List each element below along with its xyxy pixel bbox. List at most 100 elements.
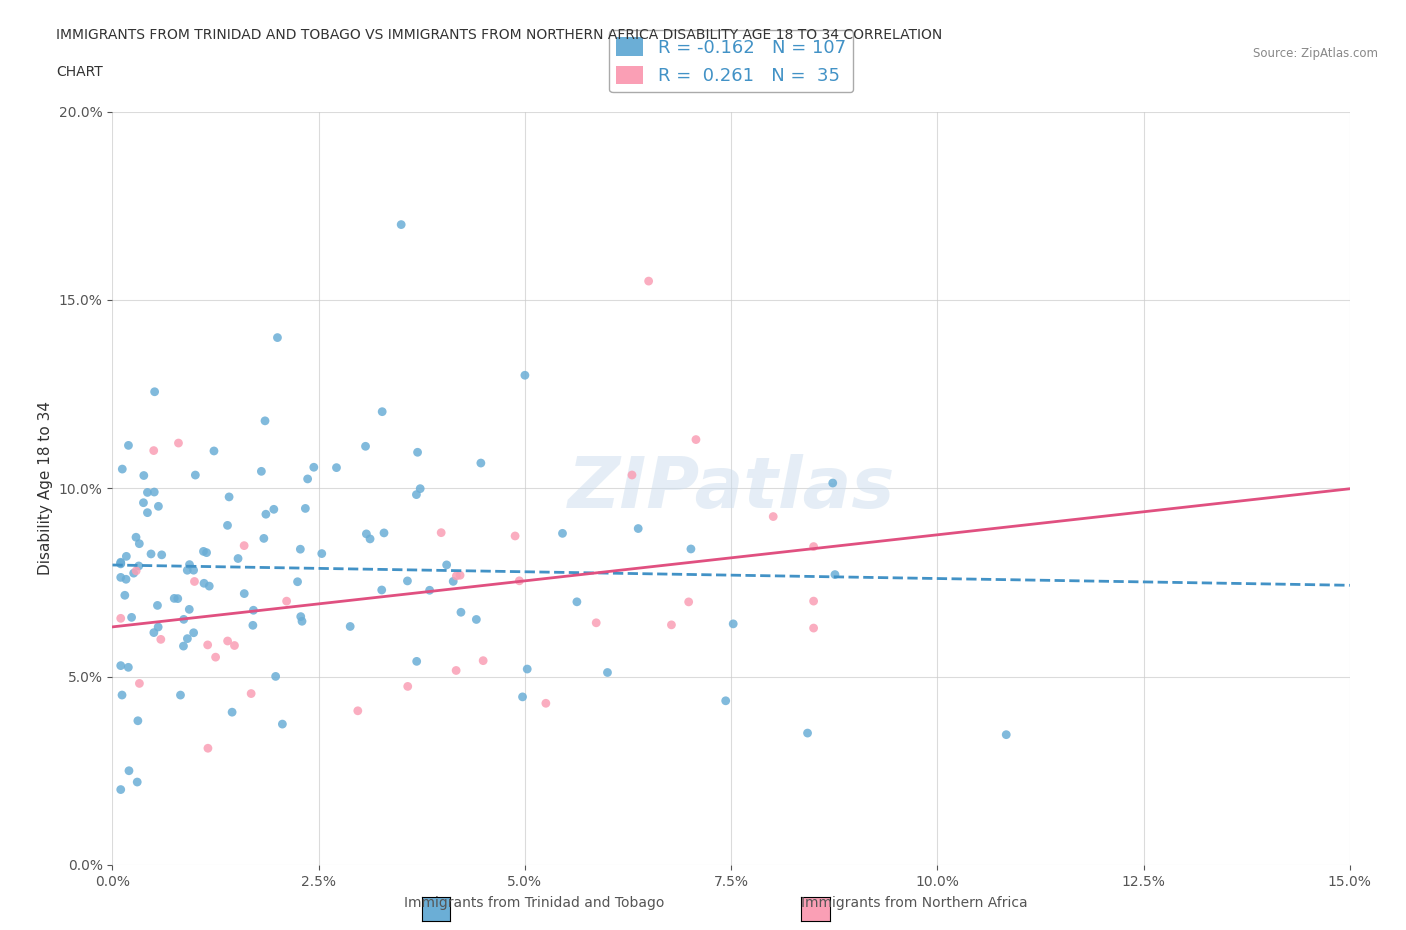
Point [218, 489, 240, 504]
Point [516, 661, 538, 676]
Point [142, 625, 165, 640]
Point [444, 663, 467, 678]
Point [183, 574, 205, 589]
Point [146, 598, 169, 613]
Point [276, 593, 298, 608]
Point [110, 782, 132, 797]
Point [127, 775, 149, 790]
Point [132, 496, 155, 511]
Point [179, 557, 201, 572]
Point [193, 576, 215, 591]
Point [242, 603, 264, 618]
Point [596, 665, 619, 680]
Point [534, 696, 557, 711]
Point [253, 531, 276, 546]
Point [294, 501, 316, 516]
Point [146, 619, 169, 634]
Point [685, 432, 707, 447]
Point [127, 713, 149, 728]
Point [346, 703, 368, 718]
Point [173, 612, 195, 627]
Point [371, 405, 394, 419]
Point [271, 717, 294, 732]
Point [821, 475, 844, 490]
Point [166, 591, 188, 606]
Point [128, 537, 150, 551]
Point [172, 639, 194, 654]
Point [661, 618, 683, 632]
Point [139, 547, 162, 562]
Point [111, 461, 134, 476]
Point [142, 444, 165, 458]
Point [202, 444, 225, 458]
Point [143, 485, 166, 499]
Point [110, 556, 132, 571]
Point [121, 610, 143, 625]
Point [193, 544, 215, 559]
Point [551, 526, 574, 541]
Point [389, 217, 412, 232]
Point [803, 620, 825, 635]
Point [128, 559, 150, 574]
Point [217, 518, 239, 533]
Point [679, 541, 702, 556]
Point [796, 725, 818, 740]
Legend: R = -0.162   N = 107, R =  0.261   N =  35: R = -0.162 N = 107, R = 0.261 N = 35 [609, 31, 853, 92]
Point [125, 564, 148, 578]
Point [264, 669, 287, 684]
Point [396, 574, 419, 589]
Point [449, 568, 471, 583]
Text: IMMIGRANTS FROM TRINIDAD AND TOBAGO VS IMMIGRANTS FROM NORTHERN AFRICA DISABILIT: IMMIGRANTS FROM TRINIDAD AND TOBAGO VS I… [56, 28, 942, 42]
Point [254, 507, 277, 522]
Point [721, 617, 744, 631]
Point [136, 505, 159, 520]
Point [762, 509, 785, 524]
Point [803, 593, 825, 608]
Point [195, 545, 218, 560]
Point [176, 631, 198, 646]
Point [128, 676, 150, 691]
Point [176, 563, 198, 578]
Point [405, 654, 427, 669]
Point [396, 679, 419, 694]
Point [233, 586, 256, 601]
Point [143, 384, 166, 399]
Point [111, 687, 134, 702]
Point [512, 689, 534, 704]
Point [118, 764, 141, 778]
Point [637, 273, 659, 288]
Text: Immigrants from Trinidad and Tobago: Immigrants from Trinidad and Tobago [404, 896, 665, 910]
Point [242, 618, 264, 632]
Point [179, 602, 201, 617]
Point [472, 653, 495, 668]
Point [184, 468, 207, 483]
Point [508, 574, 530, 589]
Point [110, 658, 132, 673]
Text: Source: ZipAtlas.com: Source: ZipAtlas.com [1253, 46, 1378, 60]
Point [250, 464, 273, 479]
Point [110, 611, 132, 626]
Point [405, 487, 427, 502]
Point [359, 531, 381, 546]
Point [370, 582, 392, 597]
Point [136, 485, 159, 499]
Point [290, 609, 312, 624]
Point [803, 539, 825, 554]
Point [110, 555, 132, 570]
Point [430, 525, 453, 540]
Point [513, 367, 536, 383]
Point [253, 414, 276, 429]
Point [197, 637, 219, 652]
Point [585, 616, 607, 631]
Point [470, 456, 492, 471]
Point [373, 525, 395, 540]
Point [110, 556, 132, 571]
Point [110, 570, 132, 585]
Point [263, 502, 285, 517]
Point [406, 445, 429, 459]
Point [150, 548, 173, 563]
Point [465, 612, 488, 627]
Point [132, 468, 155, 483]
Point [436, 557, 458, 572]
Y-axis label: Disability Age 18 to 34: Disability Age 18 to 34 [38, 401, 53, 576]
